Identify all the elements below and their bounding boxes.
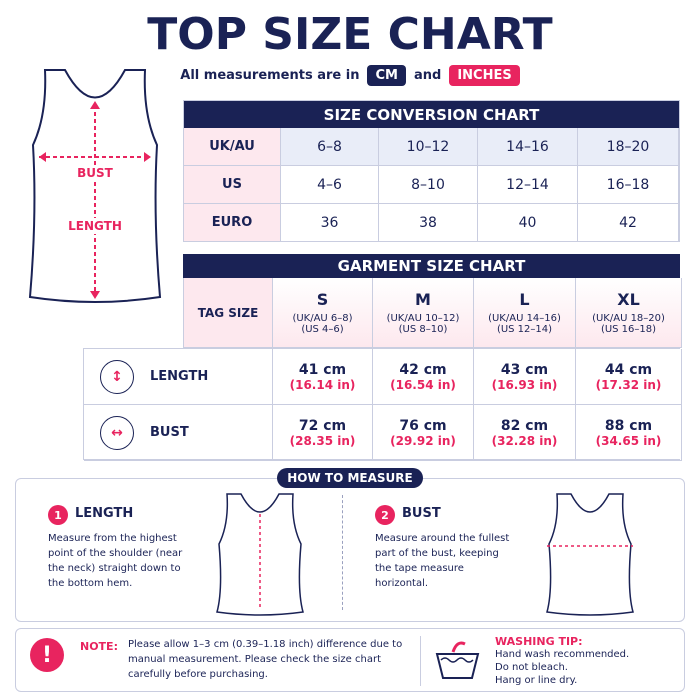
size-header: S (UK/AU 6–8) (US 4–6) bbox=[273, 278, 373, 348]
size-uk: (UK/AU 6–8) bbox=[292, 313, 353, 324]
size-header: L (UK/AU 14–16) (US 12–14) bbox=[474, 278, 576, 348]
subtitle-and: and bbox=[413, 67, 442, 83]
length-label: LENGTH bbox=[68, 219, 122, 233]
size-name: S bbox=[316, 290, 329, 309]
conversion-table: SIZE CONVERSION CHART UK/AU 6–8 10–12 14–16… bbox=[183, 100, 680, 242]
measure-cell: 72 cm (28.35 in) bbox=[273, 405, 373, 461]
inches-badge: INCHES bbox=[449, 64, 520, 86]
row-label: US bbox=[184, 166, 281, 204]
size-cell: 10–12 bbox=[379, 128, 478, 166]
length-illustration bbox=[216, 493, 304, 616]
value-cm: 44 cm bbox=[604, 361, 653, 378]
size-cell: 42 bbox=[578, 204, 679, 242]
wash-line: Do not bleach. bbox=[495, 662, 568, 673]
bust-illustration bbox=[546, 493, 634, 616]
value-in: (32.28 in) bbox=[491, 433, 558, 448]
step-number: 1 bbox=[48, 505, 68, 525]
size-name: M bbox=[415, 290, 431, 309]
measure-cell: 42 cm (16.54 in) bbox=[373, 349, 474, 405]
step-text: Measure around the fullest part of the b… bbox=[375, 533, 510, 589]
title: TOP SIZE CHART bbox=[147, 8, 553, 60]
step-text: Measure from the highest point of the sh… bbox=[48, 533, 183, 589]
value-cm: 43 cm bbox=[500, 361, 549, 378]
wash-line: Hand wash recommended. bbox=[495, 649, 630, 660]
subtitle: All measurements are in CM and INCHES bbox=[0, 63, 700, 87]
measure-icon: ↔ bbox=[100, 415, 134, 450]
value-cm: 72 cm bbox=[298, 417, 347, 434]
size-cell: 38 bbox=[379, 204, 478, 242]
row-label: EURO bbox=[184, 204, 281, 242]
size-header: M (UK/AU 10–12) (US 8–10) bbox=[373, 278, 474, 348]
value-in: (29.92 in) bbox=[390, 433, 456, 448]
size-cell: 8–10 bbox=[379, 166, 478, 204]
step-title: BUST bbox=[402, 506, 441, 521]
cm-badge: CM bbox=[367, 64, 406, 86]
size-cell: 6–8 bbox=[281, 128, 379, 166]
size-cell: 14–16 bbox=[478, 128, 578, 166]
wash-line: Hang or line dry. bbox=[495, 675, 578, 686]
size-cell: 16–18 bbox=[578, 166, 679, 204]
measure-name: BUST bbox=[150, 425, 189, 440]
size-uk: (UK/AU 10–12) bbox=[386, 313, 460, 324]
measure-cell: 41 cm (16.14 in) bbox=[273, 349, 373, 405]
measure-icon: ↕ bbox=[100, 359, 134, 394]
wash-lines: Hand wash recommended. Do not bleach. Hang… bbox=[495, 648, 629, 687]
size-cell: 4–6 bbox=[281, 166, 379, 204]
wash-title: WASHING TIP: bbox=[495, 635, 583, 648]
wash-icon bbox=[435, 641, 480, 679]
note-divider bbox=[420, 636, 421, 686]
size-us: (US 4–6) bbox=[301, 324, 344, 335]
divider bbox=[342, 495, 343, 610]
value-in: (16.54 in) bbox=[390, 377, 456, 392]
value-cm: 76 cm bbox=[399, 417, 447, 434]
measure-cell: 43 cm (16.93 in) bbox=[474, 349, 576, 405]
note-icon: ! bbox=[30, 638, 64, 672]
size-us: (US 16–18) bbox=[600, 324, 657, 335]
note-box bbox=[15, 628, 685, 692]
measure-cell: 88 cm (34.65 in) bbox=[576, 405, 682, 461]
tag-size-label: TAG SIZE bbox=[184, 278, 273, 348]
size-uk: (UK/AU 18–20) bbox=[592, 313, 665, 324]
value-cm: 42 cm bbox=[399, 361, 447, 378]
measure-cell: 82 cm (32.28 in) bbox=[474, 405, 576, 461]
measure-label: ↔ BUST bbox=[84, 405, 273, 461]
subtitle-lead: All measurements are in bbox=[180, 67, 360, 83]
value-in: (17.32 in) bbox=[595, 377, 662, 392]
size-uk: (UK/AU 14–16) bbox=[488, 313, 561, 324]
tank-illustration: BUST LENGTH bbox=[28, 69, 162, 303]
step-number: 2 bbox=[375, 505, 395, 525]
measure-cell: 76 cm (29.92 in) bbox=[373, 405, 474, 461]
value-in: (16.14 in) bbox=[289, 377, 356, 392]
bust-label: BUST bbox=[77, 166, 114, 180]
conversion-title: SIZE CONVERSION CHART bbox=[184, 101, 679, 128]
size-name: L bbox=[519, 290, 530, 309]
garment-title: GARMENT SIZE CHART bbox=[183, 254, 680, 278]
size-cell: 18–20 bbox=[578, 128, 679, 166]
size-header: XL (UK/AU 18–20) (US 16–18) bbox=[576, 278, 682, 348]
garment-body: ↕ LENGTH 41 cm (16.14 in) 42 cm (16.54 in) 43 … bbox=[83, 348, 682, 461]
value-cm: 88 cm bbox=[604, 417, 653, 434]
row-label: UK/AU bbox=[184, 128, 281, 166]
size-cell: 36 bbox=[281, 204, 379, 242]
note-text: Please allow 1–3 cm (0.39–1.18 inch) dif… bbox=[128, 639, 403, 680]
how-title: HOW TO MEASURE bbox=[277, 468, 423, 488]
size-cell: 12–14 bbox=[478, 166, 578, 204]
value-in: (28.35 in) bbox=[289, 433, 356, 448]
value-in: (16.93 in) bbox=[491, 377, 558, 392]
size-cell: 40 bbox=[478, 204, 578, 242]
size-us: (US 12–14) bbox=[496, 324, 553, 335]
garment-header: TAG SIZE S (UK/AU 6–8) (US 4–6) M (UK/AU 10–… bbox=[183, 278, 682, 348]
value-cm: 41 cm bbox=[298, 361, 347, 378]
measure-cell: 44 cm (17.32 in) bbox=[576, 349, 682, 405]
size-name: XL bbox=[617, 290, 640, 309]
value-cm: 82 cm bbox=[500, 417, 549, 434]
size-us: (US 8–10) bbox=[398, 324, 448, 335]
measure-label: ↕ LENGTH bbox=[84, 349, 273, 405]
value-in: (34.65 in) bbox=[595, 433, 662, 448]
note-label: NOTE: bbox=[80, 640, 118, 653]
step-title: LENGTH bbox=[75, 506, 134, 521]
measure-name: LENGTH bbox=[150, 369, 209, 384]
